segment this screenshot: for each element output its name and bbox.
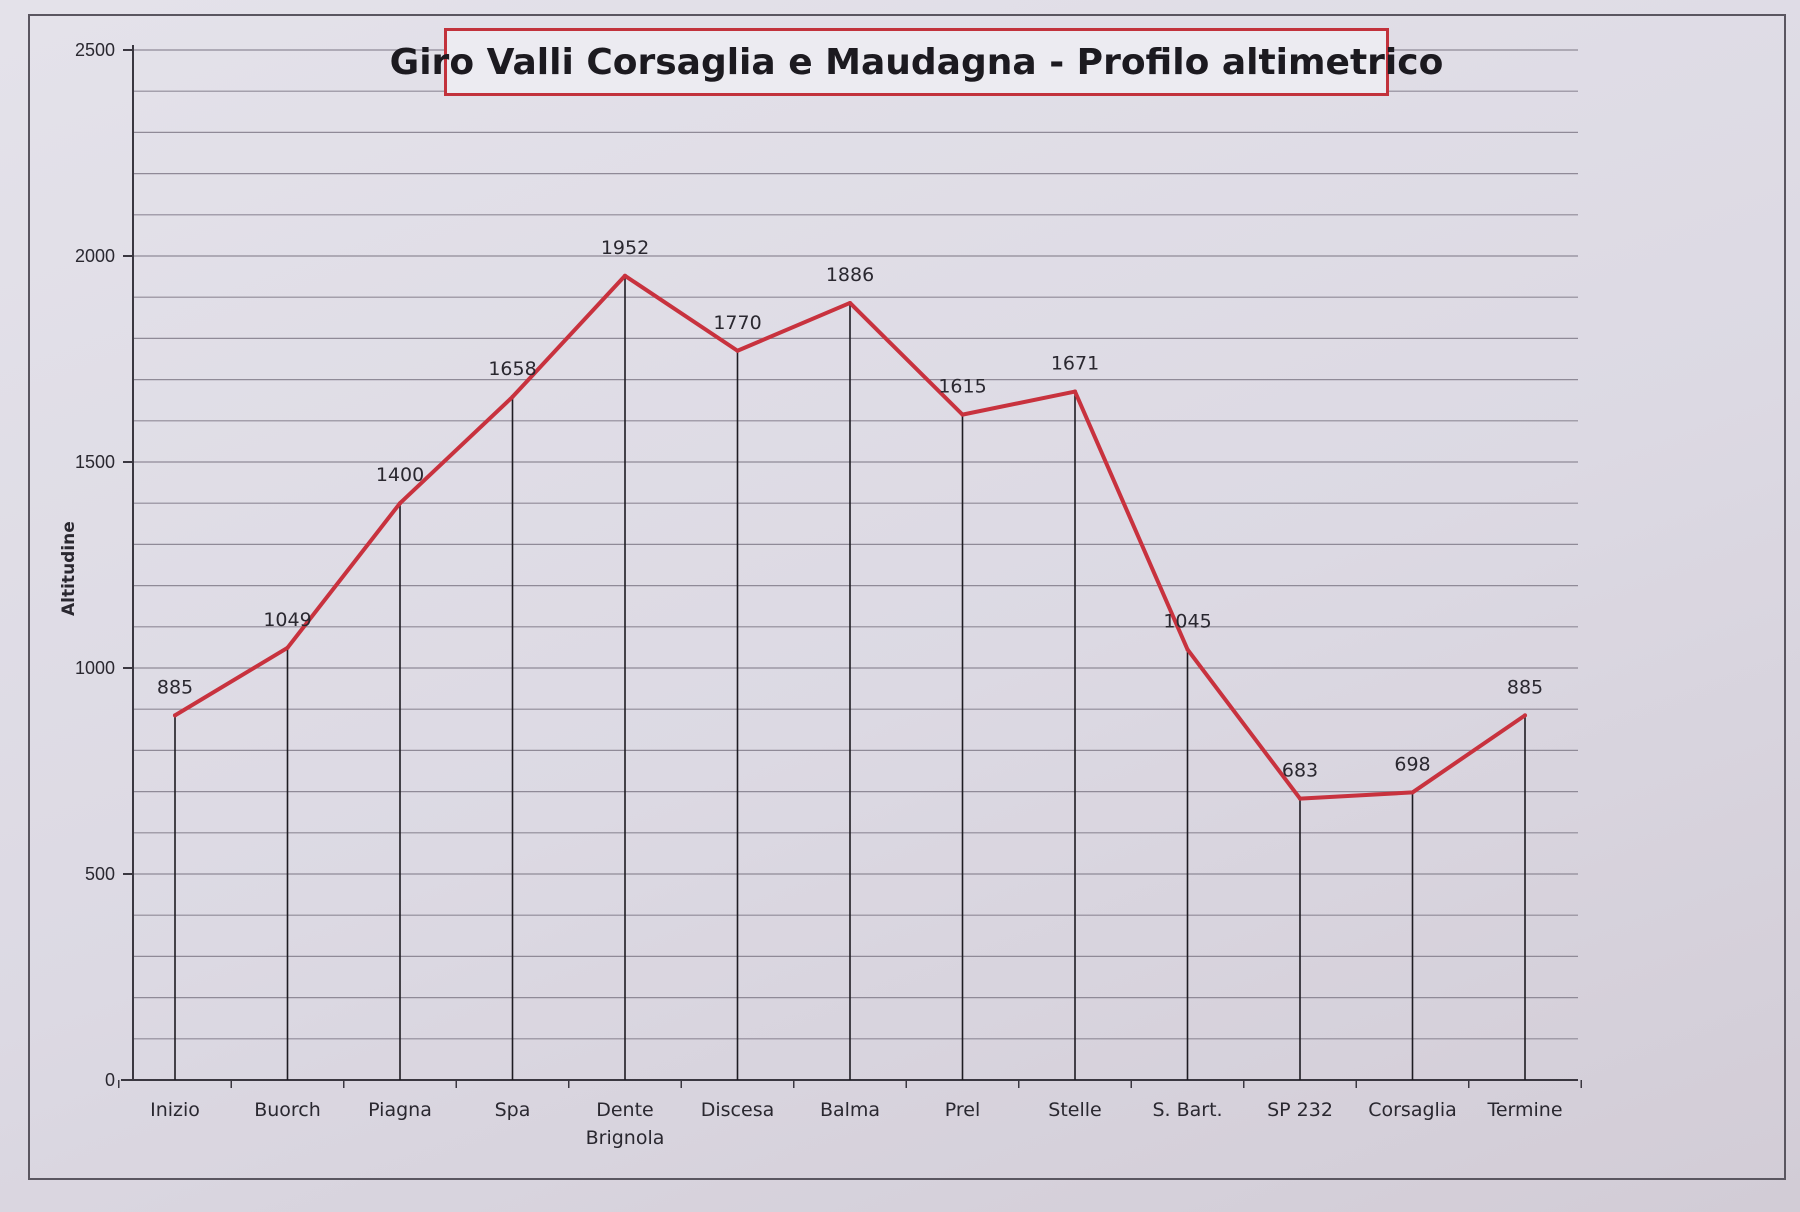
x-category-label-line: Dente — [596, 1099, 654, 1121]
x-category-label: Stelle — [1048, 1099, 1101, 1121]
data-label: 1952 — [601, 237, 649, 259]
data-point — [1410, 790, 1415, 795]
data-point — [398, 501, 402, 506]
data-point — [1298, 796, 1302, 801]
x-category-label: S. Bart. — [1152, 1099, 1222, 1121]
chart-title: Giro Valli Corsaglia e Maudagna - Profil… — [390, 28, 1443, 96]
x-category-label: Corsaglia — [1368, 1099, 1457, 1121]
x-category-label: SP 232 — [1267, 1099, 1333, 1121]
x-category-label-line: Brignola — [586, 1127, 665, 1149]
x-category-label: Dente Brignola — [586, 1099, 665, 1149]
data-point — [1185, 647, 1190, 652]
x-category-labels: Inizio Buorch Piagna Spa Dente Brignola Disces… — [150, 1099, 1562, 1149]
data-label: 1886 — [826, 264, 874, 286]
data-label: 1770 — [713, 312, 761, 334]
data-label: 1049 — [263, 609, 311, 631]
drop-lines — [174, 275, 1526, 1080]
data-points — [173, 273, 1527, 801]
x-category-label-line: Balma — [820, 1099, 880, 1121]
y-tick-label: 500 — [85, 864, 115, 884]
x-category-label-line: Discesa — [701, 1099, 775, 1121]
data-point — [1523, 713, 1527, 718]
x-category-label: Prel — [945, 1099, 981, 1121]
x-category-label: Termine — [1486, 1099, 1562, 1121]
data-point — [1073, 389, 1077, 394]
x-category-label-line: Stelle — [1048, 1099, 1101, 1121]
data-label: 885 — [1507, 676, 1543, 698]
x-category-label-line: Spa — [495, 1099, 531, 1121]
data-label: 1615 — [938, 376, 986, 398]
data-point — [173, 713, 177, 718]
data-label: 885 — [157, 676, 193, 698]
data-point — [623, 273, 627, 278]
data-point — [735, 348, 740, 353]
x-category-label-line: Inizio — [150, 1099, 200, 1121]
x-category-label: Spa — [495, 1099, 531, 1121]
y-tick-label: 2000 — [75, 246, 115, 266]
y-tick-label: 1000 — [75, 658, 115, 678]
x-category-label-line: Buorch — [254, 1099, 321, 1121]
data-point — [960, 412, 965, 417]
data-label: 1658 — [488, 358, 536, 380]
data-point — [510, 394, 515, 399]
data-point — [848, 300, 852, 305]
x-category-label-line: Prel — [945, 1099, 981, 1121]
data-label: 1400 — [376, 464, 424, 486]
y-axis-label: Altitudine — [59, 521, 79, 616]
x-category-label-line: Corsaglia — [1368, 1099, 1457, 1121]
x-category-label: Balma — [820, 1099, 880, 1121]
x-category-label: Piagna — [368, 1099, 432, 1121]
gridlines — [133, 49, 1578, 1040]
y-tick-label: 2500 — [75, 40, 115, 60]
x-category-label-line: Piagna — [368, 1099, 432, 1121]
data-label: 1045 — [1163, 610, 1211, 632]
chart-frame — [28, 14, 1786, 1180]
x-category-label: Inizio — [150, 1099, 200, 1121]
x-category-label: Discesa — [701, 1099, 775, 1121]
data-label: 698 — [1394, 753, 1430, 775]
data-labels: 885 1049 1400 1658 1952 1770 1886 1615 1671 1045 6… — [157, 237, 1543, 782]
data-point — [285, 645, 290, 650]
x-category-label-line: Termine — [1486, 1099, 1562, 1121]
data-label: 1671 — [1051, 353, 1099, 375]
data-label: 683 — [1282, 760, 1318, 782]
x-category-label-line: S. Bart. — [1152, 1099, 1222, 1121]
y-tick-label: 0 — [105, 1070, 115, 1090]
x-category-label-line: SP 232 — [1267, 1099, 1333, 1121]
y-tick-labels: 0 500 1000 1500 2000 2500 — [75, 40, 115, 1090]
y-tick-label: 1500 — [75, 452, 115, 472]
x-category-label: Buorch — [254, 1099, 321, 1121]
